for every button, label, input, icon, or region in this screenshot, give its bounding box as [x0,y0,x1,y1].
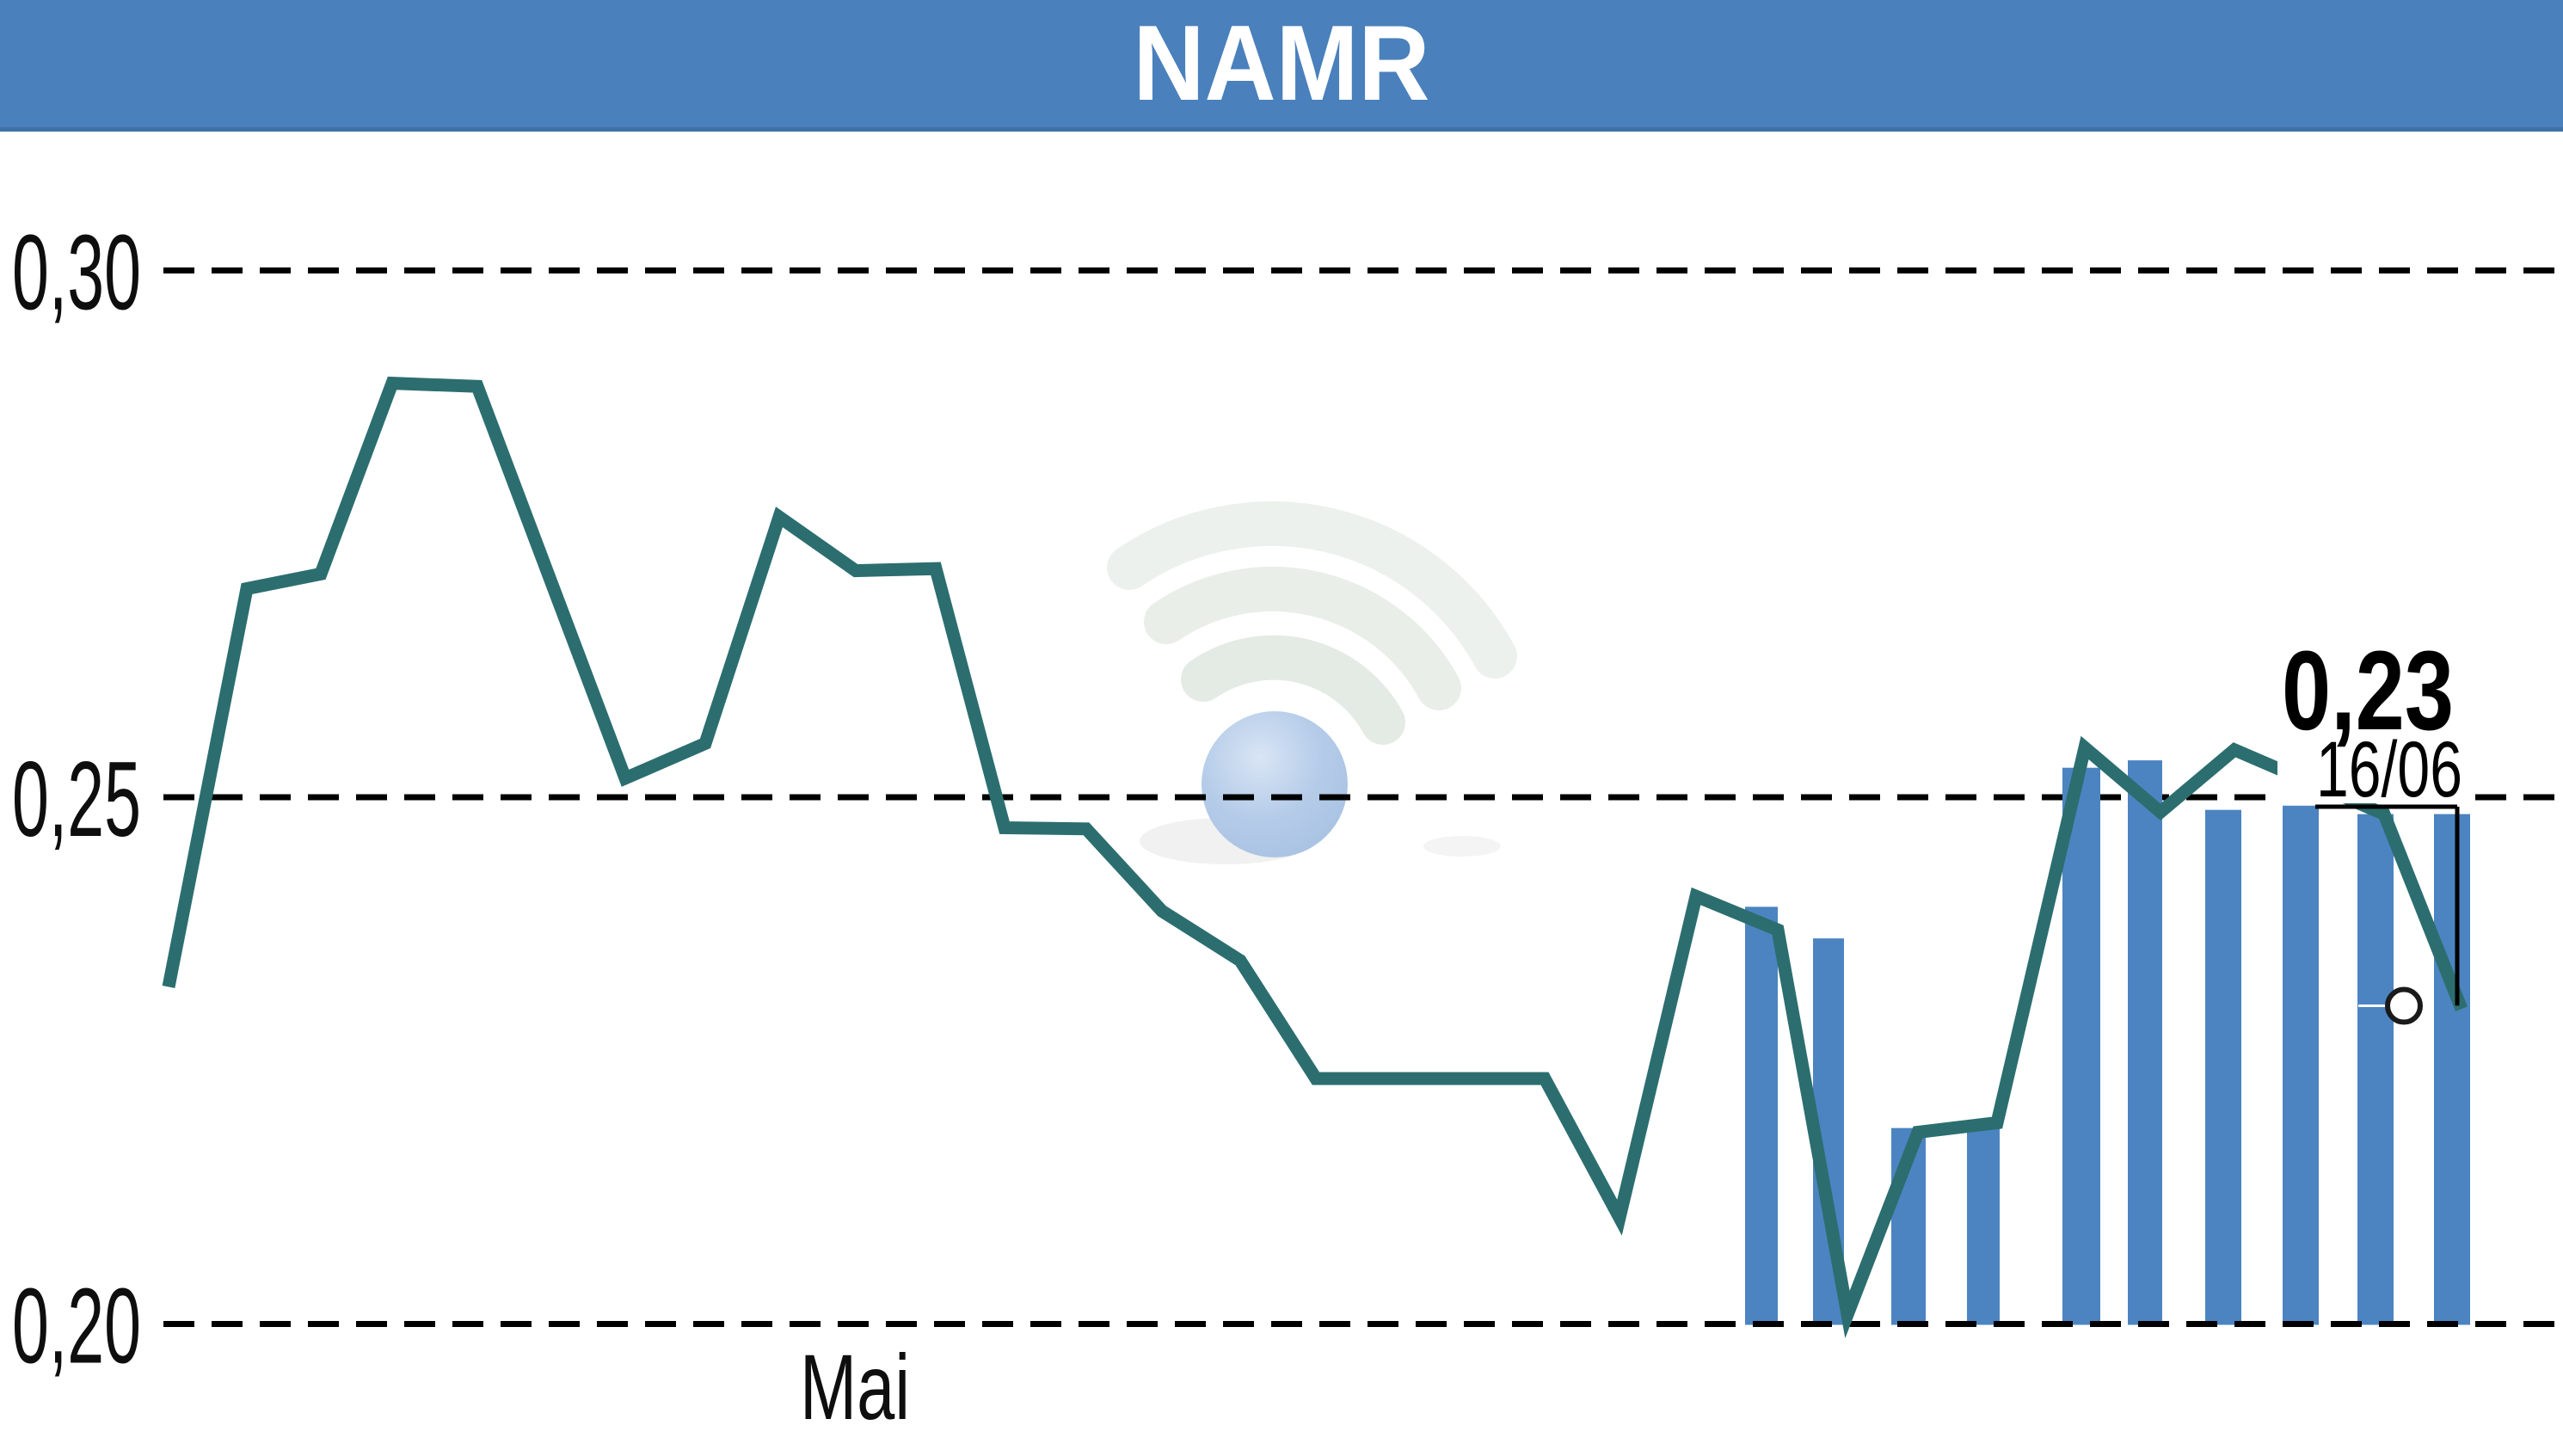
header-bar-edge [0,127,2563,132]
price-line [162,376,2468,1339]
volume-bar [2434,814,2470,1325]
volume-bar [1967,1124,2000,1325]
marker-circle-icon [2385,986,2423,1025]
x-axis-month-label: Mai [800,1335,910,1439]
volume-bar [2357,814,2394,1325]
header-bar [0,0,2563,132]
last-price-callout [2315,804,2460,1006]
y-tick-label: 0,25 [12,740,141,859]
last-date-label: 16/06 [2316,726,2462,814]
volume-bars [1745,760,2470,1325]
y-tick-label: 0,20 [12,1268,141,1386]
annotation-background [2277,635,2472,803]
watermark-arcs [1107,501,1517,745]
last-price-marker [2358,986,2423,1025]
volume-bar [2128,760,2162,1325]
volume-bar [2062,767,2100,1325]
last-price-label: 0,23 [2282,627,2454,753]
volume-bar [2205,809,2241,1325]
watermark-shadow-dot [1423,836,1501,857]
volume-bar [2283,805,2319,1325]
gridlines [163,267,2563,801]
watermark-sphere [1202,711,1348,857]
page-title: NAMR [1134,4,1430,123]
watermark-wifi-logo [1107,501,1517,864]
y-tick-label: 0,30 [12,214,141,333]
volume-bar [1745,906,1778,1325]
